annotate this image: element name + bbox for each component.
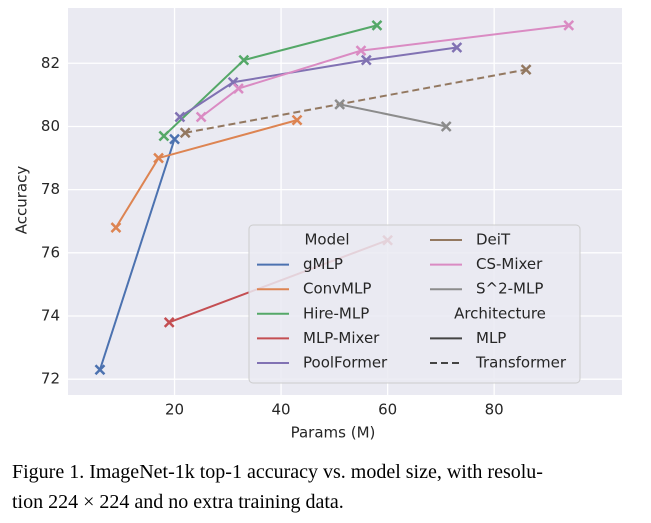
series-line <box>179 46 458 118</box>
legend-label: ConvMLP <box>303 280 371 298</box>
data-point <box>174 111 186 123</box>
y-axis-label: Accuracy <box>13 166 31 235</box>
legend-label: gMLP <box>303 255 343 273</box>
x-tick-label: 40 <box>272 401 291 419</box>
legend-label: Hire-MLP <box>303 304 369 322</box>
legend-label: MLP-Mixer <box>303 329 380 347</box>
data-point <box>371 19 383 31</box>
data-point <box>334 98 346 110</box>
legend-label: CS-Mixer <box>476 255 543 273</box>
data-point <box>451 42 463 53</box>
y-tick-label: 78 <box>41 180 60 198</box>
series-line <box>339 103 447 128</box>
legend-box <box>248 224 581 384</box>
data-point <box>153 152 164 164</box>
series-line <box>200 24 569 118</box>
series-line <box>185 68 527 134</box>
data-point <box>94 364 106 376</box>
legend-label: S^2-MLP <box>476 280 543 298</box>
caption-line: tion 224 × 224 and no extra training dat… <box>12 491 344 513</box>
data-point <box>195 111 207 123</box>
x-axis-label: Params (M) <box>291 424 376 442</box>
caption-line: Figure 1. ImageNet-1k top-1 accuracy vs.… <box>12 461 543 483</box>
y-tick-label: 76 <box>41 243 60 261</box>
data-point <box>169 133 180 145</box>
data-point <box>163 316 175 328</box>
data-point <box>158 130 170 142</box>
data-point <box>233 83 244 94</box>
legend-label: DeiT <box>476 231 511 249</box>
x-tick-label: 20 <box>165 401 184 419</box>
data-point <box>291 114 303 126</box>
legend-title: Architecture <box>454 304 546 322</box>
data-point <box>563 19 575 31</box>
series-line <box>99 138 176 371</box>
data-point <box>440 121 452 132</box>
data-point <box>355 45 367 57</box>
y-tick-label: 80 <box>41 117 60 135</box>
y-tick-label: 74 <box>41 307 60 325</box>
y-tick-label: 72 <box>41 370 60 388</box>
x-tick-label: 80 <box>485 401 504 419</box>
y-tick-label: 82 <box>41 54 60 72</box>
legend-label: PoolFormer <box>303 354 388 372</box>
data-point <box>110 222 122 233</box>
legend-label: MLP <box>476 329 506 347</box>
legend: Model gMLP ConvMLP Hire-MLP MLP-Mixer PoolFor… <box>248 224 581 384</box>
legend-title: Model <box>304 231 349 249</box>
data-point <box>179 127 191 139</box>
data-point <box>520 64 532 75</box>
x-tick-label: 60 <box>378 401 397 419</box>
legend-label: Transformer <box>475 354 567 372</box>
data-point <box>238 54 250 66</box>
data-point <box>360 54 372 66</box>
